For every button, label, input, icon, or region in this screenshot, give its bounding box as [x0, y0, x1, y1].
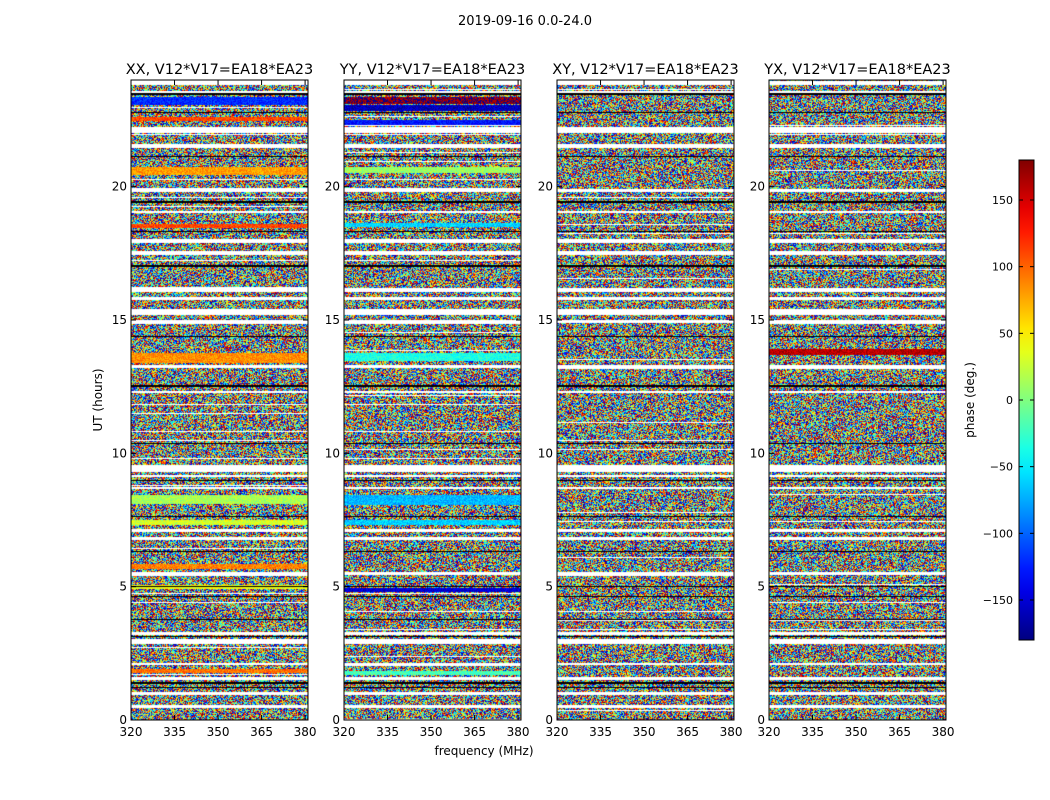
y-tick-label: 10	[325, 446, 340, 460]
axes-frame	[343, 79, 522, 721]
y-tick-label: 10	[538, 446, 553, 460]
y-tick-label: 5	[332, 580, 340, 594]
axes-frame	[130, 79, 309, 721]
y-tick-label: 10	[750, 446, 765, 460]
y-tick-label: 5	[545, 580, 553, 594]
x-tick-label: 365	[676, 725, 699, 739]
x-tick-label: 350	[845, 725, 868, 739]
x-tick-label: 350	[420, 725, 443, 739]
axes-frame	[768, 79, 947, 721]
figure-suptitle: 2019-09-16 0.0-24.0	[458, 14, 592, 29]
colorbar-tick-label: −50	[990, 461, 1013, 474]
panel-2: YY, V12*V17=EA18*EA23 320 335 350 365 380 0 5 10…	[325, 62, 534, 758]
y-tick-label: 15	[750, 313, 765, 327]
x-tick-label: 320	[333, 725, 356, 739]
panel-4: YX, V12*V17=EA18*EA23 320 335 350 365 380 0 5 10…	[750, 62, 955, 739]
heatmap-raster	[344, 80, 521, 720]
x-axis-label: frequency (MHz)	[434, 744, 533, 758]
x-tick-label: 365	[250, 725, 273, 739]
y-tick-label: 10	[112, 446, 127, 460]
y-tick-label: 20	[112, 180, 127, 194]
x-tick-label: 380	[294, 725, 317, 739]
x-tick-label: 365	[463, 725, 486, 739]
colorbar-tick-label: 50	[999, 327, 1013, 340]
x-tick-label: 335	[589, 725, 612, 739]
colorbar-tick-label: −150	[983, 594, 1013, 607]
y-tick-label: 0	[332, 713, 340, 727]
y-tick-label: 0	[119, 713, 127, 727]
x-tick-label: 335	[163, 725, 186, 739]
heatmap-raster	[769, 80, 946, 720]
x-tick-label: 320	[758, 725, 781, 739]
y-tick-label: 0	[757, 713, 765, 727]
x-tick-label: 335	[376, 725, 399, 739]
heatmap-raster	[557, 80, 734, 720]
y-tick-label: 0	[545, 713, 553, 727]
x-tick-label: 335	[801, 725, 824, 739]
panel-title: YX, V12*V17=EA18*EA23	[763, 62, 950, 78]
y-axis-label: UT (hours)	[91, 368, 105, 431]
x-tick-label: 320	[120, 725, 143, 739]
x-tick-label: 365	[888, 725, 911, 739]
axes-frame	[556, 79, 735, 721]
colorbar-tick-label: 0	[1006, 394, 1013, 407]
y-tick-label: 20	[750, 180, 765, 194]
colorbar-tick-label: 150	[992, 194, 1013, 207]
panel-title: XY, V12*V17=EA18*EA23	[552, 62, 738, 78]
x-tick-label: 380	[720, 725, 743, 739]
y-tick-label: 20	[325, 180, 340, 194]
colorbar-label: phase (deg.)	[963, 362, 977, 438]
x-tick-label: 350	[633, 725, 656, 739]
colorbar-tick-label: 100	[992, 261, 1013, 274]
y-tick-label: 15	[112, 313, 127, 327]
y-tick-label: 15	[538, 313, 553, 327]
panel-title: XX, V12*V17=EA18*EA23	[126, 62, 314, 78]
panel-3: XY, V12*V17=EA18*EA23 320 335 350 365 380 0 5 10…	[538, 62, 743, 739]
y-tick-label: 5	[757, 580, 765, 594]
panel-1: XX, V12*V17=EA18*EA23 320 335 350 365 380 0 5 10…	[91, 62, 317, 739]
x-tick-label: 350	[207, 725, 230, 739]
x-tick-label: 320	[546, 725, 569, 739]
colorbar: −150 −100 −50 0 50 100 150 phase (deg.)	[963, 159, 1035, 641]
y-tick-label: 5	[119, 580, 127, 594]
y-tick-label: 20	[538, 180, 553, 194]
panel-title: YY, V12*V17=EA18*EA23	[339, 62, 525, 78]
y-tick-label: 15	[325, 313, 340, 327]
x-tick-label: 380	[932, 725, 955, 739]
heatmap-raster	[131, 80, 308, 720]
colorbar-tick-label: −100	[983, 527, 1013, 540]
x-tick-label: 380	[507, 725, 530, 739]
